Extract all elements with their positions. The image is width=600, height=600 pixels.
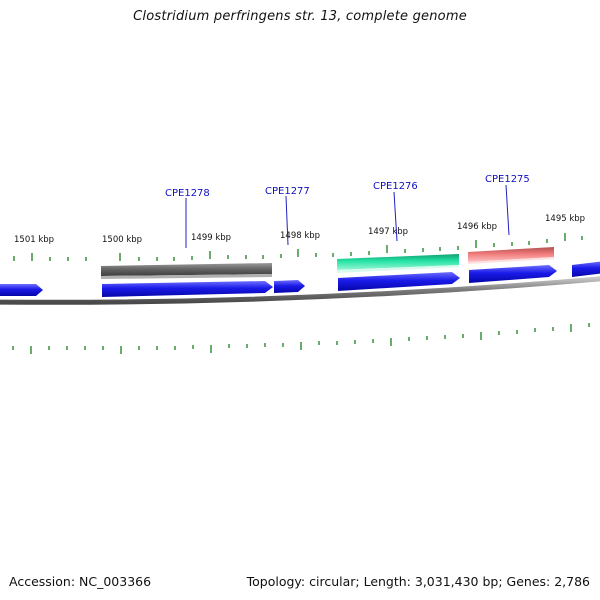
gene-label-cpe1275[interactable]: CPE1275 bbox=[485, 174, 530, 185]
gene-label-cpe1278[interactable]: CPE1278 bbox=[165, 188, 210, 199]
tick-row-upper bbox=[13, 233, 583, 261]
cds-arrow-right-edge[interactable] bbox=[572, 261, 600, 277]
cds-arrow-cpe1276[interactable] bbox=[338, 272, 460, 291]
cds-arrow-cpe1277[interactable] bbox=[274, 280, 305, 293]
footer-accession: Accession: NC_003366 bbox=[9, 574, 152, 589]
gene-leader-lines bbox=[185, 184, 510, 248]
cds-arrow-cpe1278[interactable] bbox=[102, 281, 273, 297]
kbp-label-1500: 1500 kbp bbox=[102, 235, 142, 245]
footer-summary: Topology: circular; Length: 3,031,430 bp… bbox=[246, 574, 590, 589]
gene-label-cpe1276[interactable]: CPE1276 bbox=[373, 181, 418, 192]
kbp-label-1495: 1495 kbp bbox=[545, 214, 585, 224]
kbp-label-1501: 1501 kbp bbox=[14, 235, 54, 245]
kbp-label-1499: 1499 kbp bbox=[191, 233, 231, 243]
genome-backbone bbox=[0, 276, 600, 305]
tick-row-lower bbox=[12, 323, 590, 354]
cds-arrow-cpe1275[interactable] bbox=[469, 265, 557, 283]
feature-bar-red[interactable] bbox=[468, 247, 554, 264]
cds-arrow-left-edge[interactable] bbox=[0, 284, 43, 296]
map-title: Clostridium perfringens str. 13, complet… bbox=[133, 9, 467, 24]
kbp-label-1496: 1496 kbp bbox=[457, 222, 497, 232]
kbp-label-1497: 1497 kbp bbox=[368, 227, 408, 237]
feature-bar-green[interactable] bbox=[337, 254, 459, 273]
feature-bar-gray[interactable] bbox=[101, 263, 272, 279]
gene-label-cpe1277[interactable]: CPE1277 bbox=[265, 186, 310, 197]
kbp-label-1498: 1498 kbp bbox=[280, 231, 320, 241]
